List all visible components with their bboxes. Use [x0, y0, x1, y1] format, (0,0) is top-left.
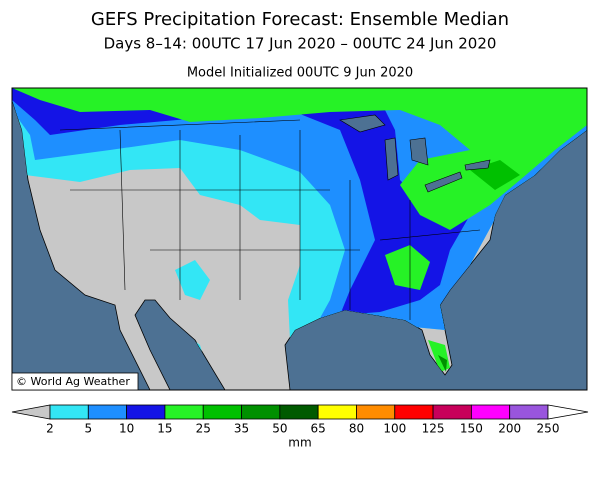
- colorbar-over: [547, 404, 589, 420]
- colorbar-segment: [356, 404, 396, 420]
- precip-cyan-blob: [175, 260, 210, 300]
- credit: © World Ag Weather: [16, 375, 130, 388]
- colorbar-label: 50: [272, 422, 287, 436]
- colorbar-segment: [394, 404, 434, 420]
- colorbar-label: 200: [498, 422, 521, 436]
- lake: [409, 137, 429, 166]
- precip-green: [12, 88, 587, 230]
- colorbar-label: 15: [157, 422, 172, 436]
- colorbar-label: 65: [311, 422, 326, 436]
- credit-box: [11, 372, 139, 391]
- precip-green-dark: [438, 355, 447, 372]
- colorbar-label: 2: [46, 422, 54, 436]
- colorbar-label: 250: [537, 422, 560, 436]
- colorbar-segment: [87, 404, 128, 420]
- colorbar-segment: [279, 404, 319, 420]
- colorbar-label: 10: [119, 422, 134, 436]
- lake: [384, 137, 399, 181]
- colorbar-segment: [509, 404, 549, 420]
- colorbar-unit: mm: [288, 436, 311, 450]
- colorbar-label: 150: [460, 422, 483, 436]
- colorbar-label: 35: [234, 422, 249, 436]
- state-borders: [59, 119, 481, 320]
- colorbar-segment: [241, 404, 281, 420]
- colorbar-label: 125: [422, 422, 445, 436]
- colorbar-segment: [126, 404, 166, 420]
- map: © World Ag Weather: [11, 87, 588, 391]
- lake: [339, 114, 386, 133]
- colorbar-segment: [432, 404, 472, 420]
- colorbar-label: 80: [349, 422, 364, 436]
- colorbar-segment: [317, 404, 357, 420]
- lake: [424, 171, 463, 193]
- map-frame: [11, 87, 588, 391]
- colorbar-label: 25: [196, 422, 211, 436]
- colorbar-under: [11, 404, 51, 420]
- colorbar-segment: [470, 404, 511, 420]
- subtitle: Days 8–14: 00UTC 17 Jun 2020 – 00UTC 24 …: [104, 35, 497, 53]
- colorbar-segment: [164, 404, 204, 420]
- title: GEFS Precipitation Forecast: Ensemble Me…: [91, 9, 509, 30]
- colorbar-segment: [49, 404, 89, 420]
- colorbar-label: 100: [383, 422, 406, 436]
- lake: [464, 159, 491, 171]
- precip-green-blob: [385, 245, 430, 290]
- initialized: Model Initialized 00UTC 9 Jun 2020: [187, 66, 413, 81]
- precip-blue: [12, 88, 587, 315]
- colorbar-segment: [202, 404, 242, 420]
- colorbar-label: 5: [84, 422, 92, 436]
